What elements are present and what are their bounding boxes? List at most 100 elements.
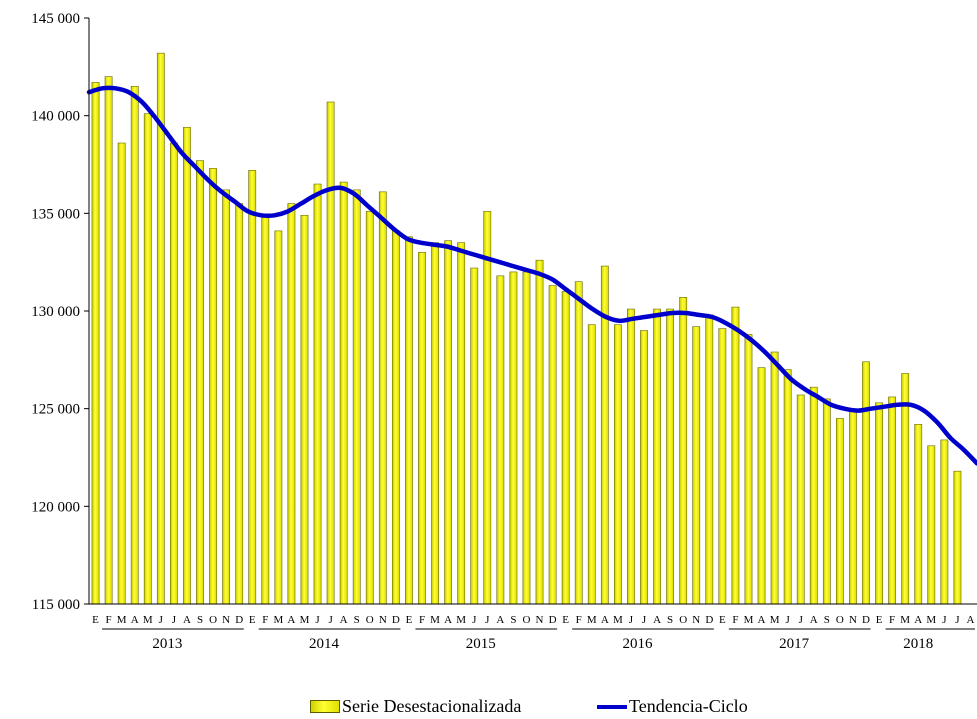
x-tick-label: M — [900, 614, 910, 626]
x-tick-label: M — [300, 614, 310, 626]
x-tick-label: E — [249, 614, 256, 626]
x-tick-label: E — [92, 614, 99, 626]
bar — [940, 439, 949, 605]
bar — [209, 168, 217, 605]
x-tick-label: J — [485, 614, 490, 626]
y-tick-label: 130 000 — [31, 304, 80, 320]
bar — [901, 373, 910, 605]
x-tick-label: N — [692, 614, 700, 626]
axes — [88, 18, 977, 605]
x-tick-label: D — [392, 614, 400, 626]
bar — [770, 351, 779, 605]
x-tick-label: M — [744, 614, 754, 626]
x-tick-label: D — [862, 614, 870, 626]
x-tick-label: A — [183, 614, 191, 626]
bar — [431, 242, 439, 605]
x-tick-label: A — [914, 614, 922, 626]
bar — [352, 189, 361, 605]
bar — [483, 211, 492, 605]
x-tick-label: A — [131, 614, 139, 626]
x-tick-label: A — [496, 614, 504, 626]
x-tick-label: J — [786, 614, 791, 626]
year-label: 2014 — [309, 636, 340, 652]
x-tick-label: A — [601, 614, 609, 626]
bar — [953, 470, 962, 605]
bar — [914, 423, 923, 605]
x-tick-label: O — [836, 614, 844, 626]
x-tick-label: D — [705, 614, 713, 626]
x-tick-label: M — [613, 614, 623, 626]
bar — [613, 324, 622, 605]
x-tick-label: J — [642, 614, 647, 626]
bar — [183, 127, 191, 605]
x-tick-label: J — [328, 614, 333, 626]
bar — [522, 271, 531, 605]
x-tick-label: E — [719, 614, 726, 626]
bar — [496, 275, 505, 605]
bar — [391, 230, 400, 605]
x-tick-label: D — [549, 614, 557, 626]
bar — [287, 203, 296, 605]
x-tick-label: A — [758, 614, 766, 626]
bar — [574, 281, 583, 605]
x-tick-label: A — [444, 614, 452, 626]
x-tick-label: J — [942, 614, 947, 626]
legend-line-swatch — [597, 704, 627, 709]
x-tick-label: F — [732, 614, 738, 626]
bar — [261, 216, 270, 605]
x-tick-label: F — [576, 614, 582, 626]
bar — [744, 334, 753, 605]
year-label: 2017 — [779, 636, 810, 652]
trend-line — [86, 85, 977, 466]
x-tick-label: A — [653, 614, 661, 626]
bar — [849, 408, 857, 605]
bar — [927, 445, 936, 605]
bar — [653, 308, 661, 605]
bar — [143, 113, 152, 605]
bar — [692, 326, 701, 605]
x-tick-label: O — [679, 614, 687, 626]
x-tick-label: F — [889, 614, 895, 626]
x-tick-label: J — [955, 614, 960, 626]
bar — [457, 242, 466, 605]
legend-bar-swatch — [310, 700, 340, 713]
x-tick-label: M — [143, 614, 153, 626]
legend-item-line: Tendencia-Ciclo — [597, 696, 748, 717]
y-tick-label: 140 000 — [31, 109, 80, 125]
x-tick-label: A — [810, 614, 818, 626]
legend: Serie Desestacionalizada Tendencia-Ciclo — [0, 696, 977, 718]
x-tick-label: A — [287, 614, 295, 626]
x-tick-label: E — [562, 614, 569, 626]
x-tick-label: N — [222, 614, 230, 626]
x-tick-label: M — [587, 614, 597, 626]
year-label: 2018 — [903, 636, 933, 652]
bar — [705, 314, 714, 605]
bar — [535, 259, 544, 605]
x-tick-label: F — [419, 614, 425, 626]
bar — [274, 230, 283, 605]
bar — [561, 291, 570, 605]
bar — [509, 271, 518, 605]
bar — [627, 308, 635, 605]
year-label: 2013 — [152, 636, 182, 652]
x-tick-label: O — [522, 614, 530, 626]
x-tick-label: A — [340, 614, 348, 626]
bar — [405, 236, 413, 605]
x-tick-label: S — [197, 614, 203, 626]
x-tick-label: F — [262, 614, 268, 626]
x-tick-label: M — [117, 614, 127, 626]
bar — [130, 86, 139, 605]
x-tick-label: J — [472, 614, 477, 626]
y-tick-label: 135 000 — [31, 206, 80, 222]
bar — [91, 82, 100, 605]
bar — [679, 297, 688, 605]
bar — [104, 76, 113, 605]
bar — [666, 308, 675, 605]
bar — [326, 101, 335, 605]
bar — [156, 52, 165, 605]
bar — [548, 285, 557, 605]
x-tick-label: J — [172, 614, 177, 626]
bar — [796, 394, 805, 605]
